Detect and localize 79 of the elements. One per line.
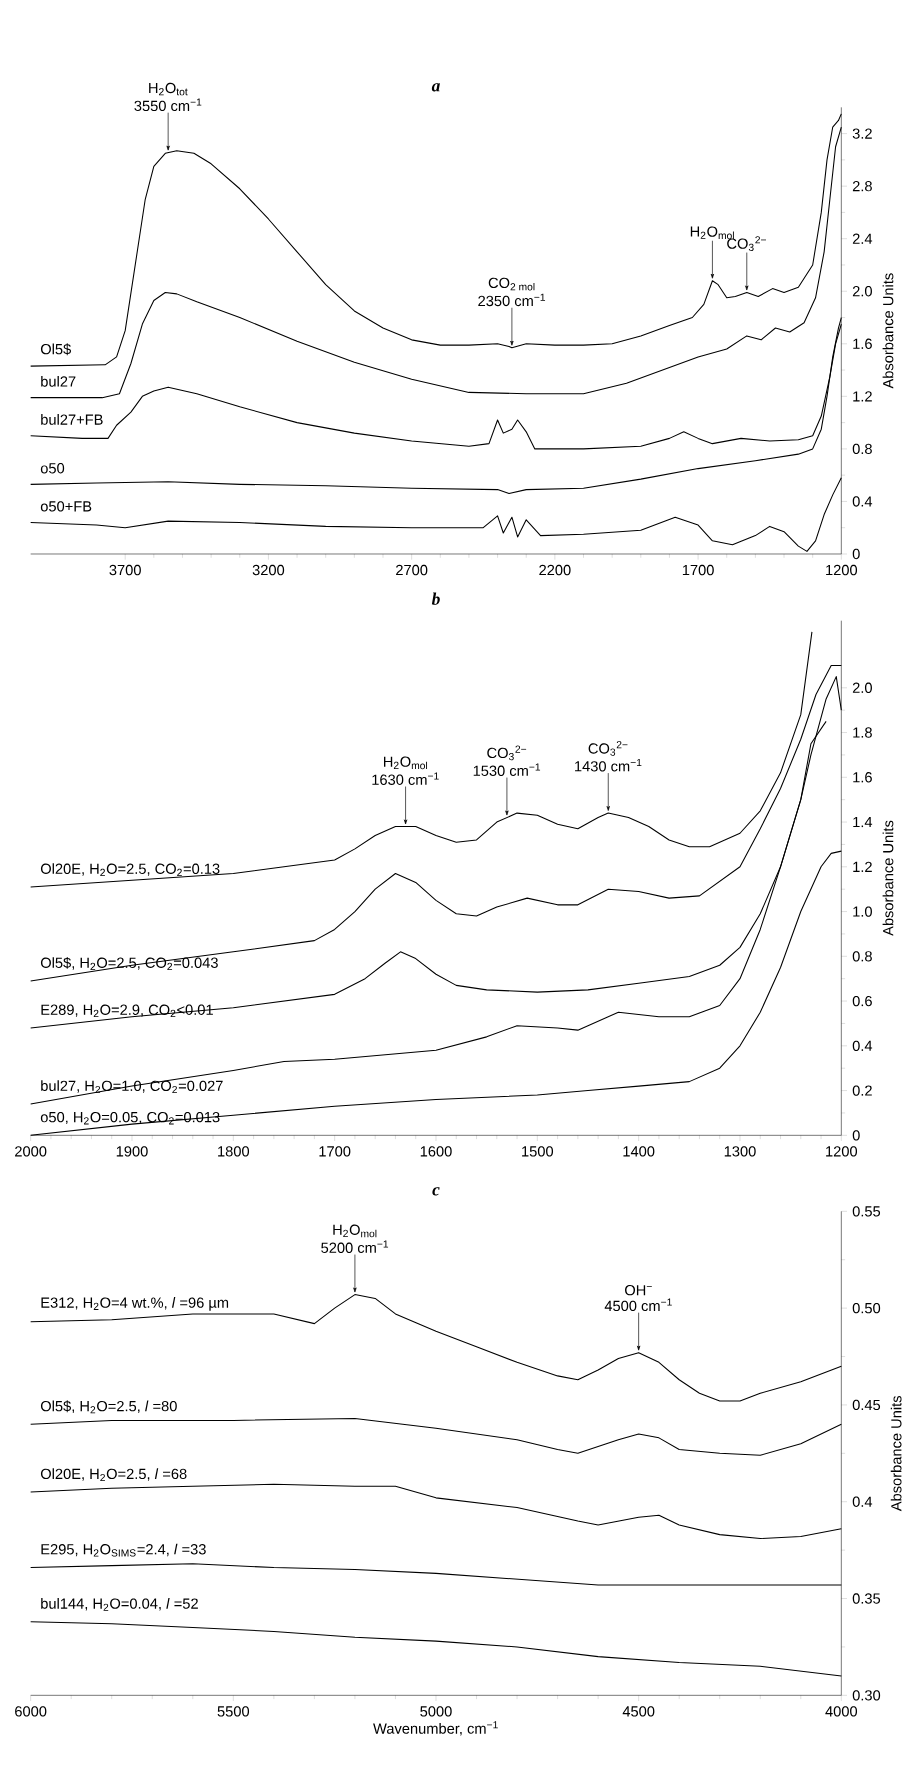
y-tick-label: 0.8: [852, 951, 872, 962]
chart-title: b: [431, 592, 440, 605]
y-axis-title: Absorbance Units: [882, 273, 894, 389]
annotation: H$_{2}$O$_{mol}$: [384, 756, 428, 770]
y-tick-label: 0.50: [852, 1302, 881, 1314]
y-tick-label: 0.2: [852, 1085, 872, 1096]
x-tick-label: 1900: [116, 1146, 148, 1157]
x-tick-label: 1200: [826, 1146, 858, 1157]
y-axis-title: Absorbance Units: [890, 1396, 902, 1512]
x-tick-label: 1800: [218, 1146, 250, 1157]
y-tick-label: 0: [852, 1130, 860, 1141]
annotation: 3550 cm$^{−1}$: [134, 98, 202, 112]
annotation: H$_{2}$O$_{mol}$: [690, 226, 734, 240]
y-tick-label: 0.6: [852, 995, 872, 1007]
series-label: Ol5$, H$_{2}$O=2.5, l =80: [40, 1400, 177, 1414]
annotation: CO$_{3}$2−: [588, 741, 628, 756]
x-tick-label: 1400: [623, 1146, 655, 1157]
y-tick-label: 1.2: [853, 861, 872, 872]
annotation: 1430 cm$^{−1}$: [575, 758, 642, 772]
text: H$_{2}$O$_{tot}$: [149, 82, 188, 96]
y-tick-label: 0.35: [852, 1593, 881, 1604]
y-tick-label: 1.4: [853, 817, 873, 828]
y-tick-label: 2.0: [852, 286, 872, 297]
series-label: bul144, H$_{2}$O=0.04, l =52: [41, 1598, 198, 1611]
y-tick-label: 1.0: [853, 906, 872, 917]
series-label: o50+FB: [40, 501, 92, 512]
chart-title: c: [432, 1187, 440, 1196]
y-tick-label: 0: [852, 548, 860, 560]
x-tick-label: 1700: [682, 564, 714, 576]
x-tick-label: 2200: [539, 564, 571, 576]
chart-title: a: [431, 83, 440, 92]
series-label: Ol20E, H$_{2}$O=2.5, l =68: [40, 1468, 187, 1482]
annotation: 2350 cm$^{−1}$: [478, 293, 546, 307]
y-tick-label: 0.45: [852, 1399, 881, 1411]
x-tick-label: 4000: [825, 1706, 858, 1717]
y-tick-label: 0.4: [852, 1496, 873, 1507]
y-tick-label: 1.6: [853, 338, 872, 349]
series-label: bul27: [41, 375, 76, 387]
y-tick-label: 2.4: [852, 233, 873, 244]
y-tick-label: 0.4: [852, 496, 873, 507]
annotation: 1530 cm$^{−1}$: [473, 763, 541, 776]
y-tick-label: 1.8: [853, 727, 872, 738]
y-tick-label: 0.55: [852, 1206, 881, 1217]
series-label: bul27+FB: [41, 414, 103, 425]
y-tick-label: 2.8: [852, 180, 872, 192]
x-tick-label: 5500: [217, 1706, 250, 1717]
x-tick-label: 1700: [319, 1146, 351, 1157]
x-axis-title: Wavenumber, cm$^{−1}$: [373, 1721, 498, 1736]
series-label: E295, H$_{2}$O$_{SIMS}$=2.4, l =33: [41, 1543, 206, 1557]
x-tick-label: 6000: [15, 1706, 47, 1717]
x-tick-label: 5000: [420, 1706, 452, 1717]
annotation: 1630 cm$^{−1}$: [372, 772, 439, 785]
x-tick-label: 1300: [724, 1146, 756, 1157]
y-axis-title: Absorbance Units: [882, 820, 894, 936]
annotation: H$_{2}$O$_{mol}$: [333, 1224, 377, 1238]
y-tick-label: 1.6: [853, 772, 872, 783]
annotation: OH$^{−}$: [625, 1284, 652, 1296]
x-tick-label: 3200: [252, 564, 285, 576]
x-tick-label: 1200: [826, 564, 858, 576]
annotation: CO$_{2 mol}$: [488, 277, 535, 291]
series-label: Ol20E, H$_{2}$O=2.5, CO$_{2}$=0.13: [40, 863, 220, 877]
x-tick-label: 1600: [420, 1146, 452, 1157]
series-label: Ol5$: [40, 343, 71, 356]
series-label: E312, H$_{2}$O=4 wt.%, l =96 µm: [41, 1297, 229, 1311]
y-tick-label: 1.2: [853, 391, 872, 402]
y-tick-label: 2.0: [852, 682, 872, 693]
x-tick-label: 1500: [522, 1146, 554, 1157]
y-tick-label: 0.30: [852, 1690, 881, 1701]
x-tick-label: 3700: [109, 564, 141, 576]
x-tick-label: 2700: [396, 564, 428, 576]
x-tick-label: 2000: [15, 1146, 47, 1157]
annotation: CO$_{3}$2−: [487, 745, 527, 761]
x-tick-label: 4500: [622, 1706, 655, 1717]
y-tick-label: 3.2: [852, 128, 872, 139]
y-tick-label: 0.8: [852, 443, 872, 455]
annotation: 5200 cm$^{−1}$: [321, 1240, 389, 1253]
annotation: 4500 cm$^{−1}$: [604, 1298, 672, 1312]
series-label: o50: [40, 463, 65, 474]
y-tick-label: 0.4: [852, 1040, 873, 1052]
